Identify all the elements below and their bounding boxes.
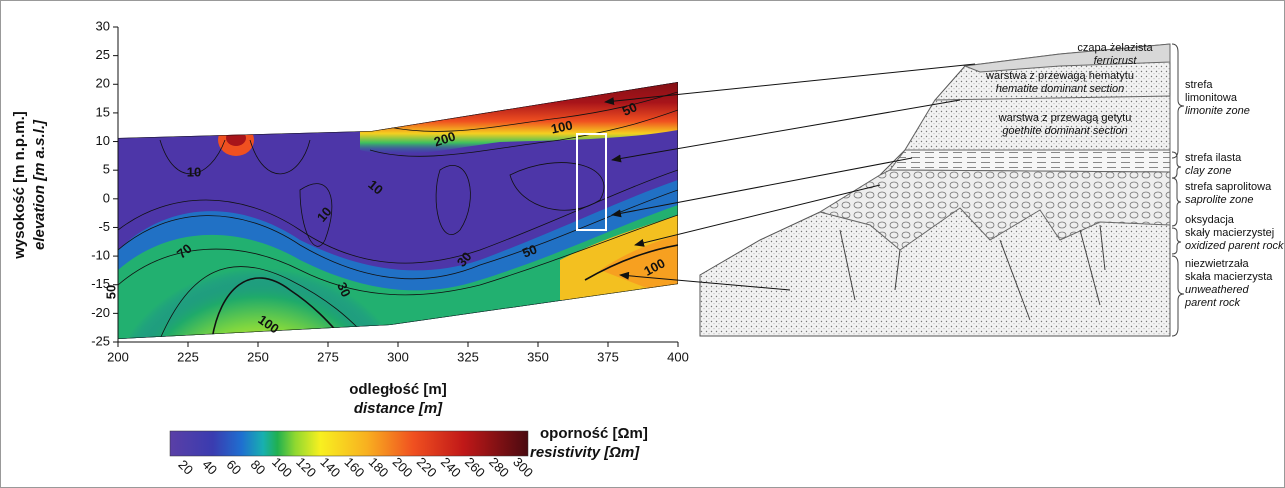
- layer-label: warstwa z przewagą getytu: [998, 112, 1132, 124]
- colorbar-tick-label: 220: [414, 454, 440, 480]
- colorbar-tick-label: 260: [462, 454, 488, 480]
- layer-label: warstwa z przewagą hematytu: [985, 70, 1134, 82]
- colorbar-tick-label: 280: [486, 454, 512, 480]
- colorbar-tick-label: 240: [438, 454, 464, 480]
- colorbar-label-en: resistivity [Ωm]: [530, 444, 640, 461]
- colorbar-tick-label: 100: [269, 454, 295, 480]
- layer-label-en: goethite dominant section: [1002, 125, 1127, 137]
- colorbar-tick-label: 120: [293, 454, 319, 480]
- colorbar-tick-label: 20: [175, 457, 196, 478]
- layer-label-en: ferricrust: [1094, 55, 1138, 67]
- layer-label-en: hematite dominant section: [996, 83, 1124, 95]
- colorbar-tick-label: 40: [199, 457, 220, 478]
- zone-label-en: oxidized parent rock: [1185, 240, 1284, 252]
- highlight-box: [576, 133, 607, 231]
- x-label-en: distance [m]: [354, 400, 443, 417]
- zone-label: niezwietrzała: [1185, 258, 1249, 270]
- x-tick-label: 350: [527, 349, 549, 364]
- contour-label: 50: [620, 99, 639, 119]
- contour-label: 50: [520, 241, 539, 260]
- y-tick-label: 20: [96, 76, 110, 91]
- arrows: [604, 63, 976, 291]
- zone-label: strefa ilasta: [1185, 152, 1242, 164]
- contour-label: 200: [432, 129, 457, 150]
- zone-label-en: parent rock: [1184, 297, 1241, 309]
- y-tick-label: -10: [91, 248, 110, 263]
- contour-label: 100: [550, 117, 574, 136]
- x-tick-label: 200: [107, 349, 129, 364]
- zone-label-en: limonite zone: [1185, 105, 1250, 117]
- y-tick-label: 15: [96, 104, 110, 119]
- colorbar-tick-label: 140: [317, 454, 343, 480]
- x-label-pl: odległość [m]: [349, 381, 447, 398]
- x-tick-label: 275: [317, 349, 339, 364]
- zone-label-en: unweathered: [1185, 284, 1249, 296]
- y-label-en: elevation [m a.s.l.]: [31, 119, 48, 250]
- colorbar-tick-label: 200: [390, 454, 416, 480]
- contour-label: 30: [334, 280, 354, 299]
- y-tick-label: -25: [91, 333, 110, 348]
- zone-label: oksydacja: [1185, 214, 1235, 226]
- y-tick-label: 25: [96, 47, 110, 62]
- layer-label: czapa żelazista: [1077, 42, 1153, 54]
- zone-label: strefa: [1185, 79, 1213, 91]
- contour-label: 50: [103, 285, 118, 299]
- y-tick-label: 30: [96, 18, 110, 33]
- zone-label: limonitowa: [1185, 92, 1238, 104]
- x-tick-label: 325: [457, 349, 479, 364]
- x-tick-label: 250: [247, 349, 269, 364]
- contour-label: 10: [187, 164, 201, 179]
- zone-label-en: clay zone: [1185, 165, 1231, 177]
- colorbar: [169, 430, 529, 457]
- y-tick-label: -15: [91, 276, 110, 291]
- colorbar-tick-label: 60: [224, 457, 245, 478]
- zone-label: strefa saprolitowa: [1185, 181, 1272, 193]
- y-tick-label: -5: [98, 219, 110, 234]
- zone-label-en: saprolite zone: [1185, 194, 1254, 206]
- y-label-pl: wysokość [m n.p.m.]: [11, 111, 28, 260]
- geological-profile: [699, 43, 1185, 337]
- colorbar-tick-label: 180: [366, 454, 392, 480]
- zone-label: skały macierzystej: [1185, 227, 1274, 239]
- x-tick-label: 225: [177, 349, 199, 364]
- x-tick-label: 300: [387, 349, 409, 364]
- colorbar-tick-label: 80: [248, 457, 269, 478]
- x-tick-label: 375: [597, 349, 619, 364]
- zone-label: skała macierzysta: [1185, 271, 1273, 283]
- y-tick-label: 10: [96, 133, 110, 148]
- y-tick-label: -20: [91, 305, 110, 320]
- y-tick-label: 0: [103, 190, 110, 205]
- colorbar-label-pl: oporność [Ωm]: [540, 425, 648, 442]
- y-tick-label: 5: [103, 162, 110, 177]
- colorbar-tick-label: 160: [341, 454, 367, 480]
- x-tick-label: 400: [667, 349, 689, 364]
